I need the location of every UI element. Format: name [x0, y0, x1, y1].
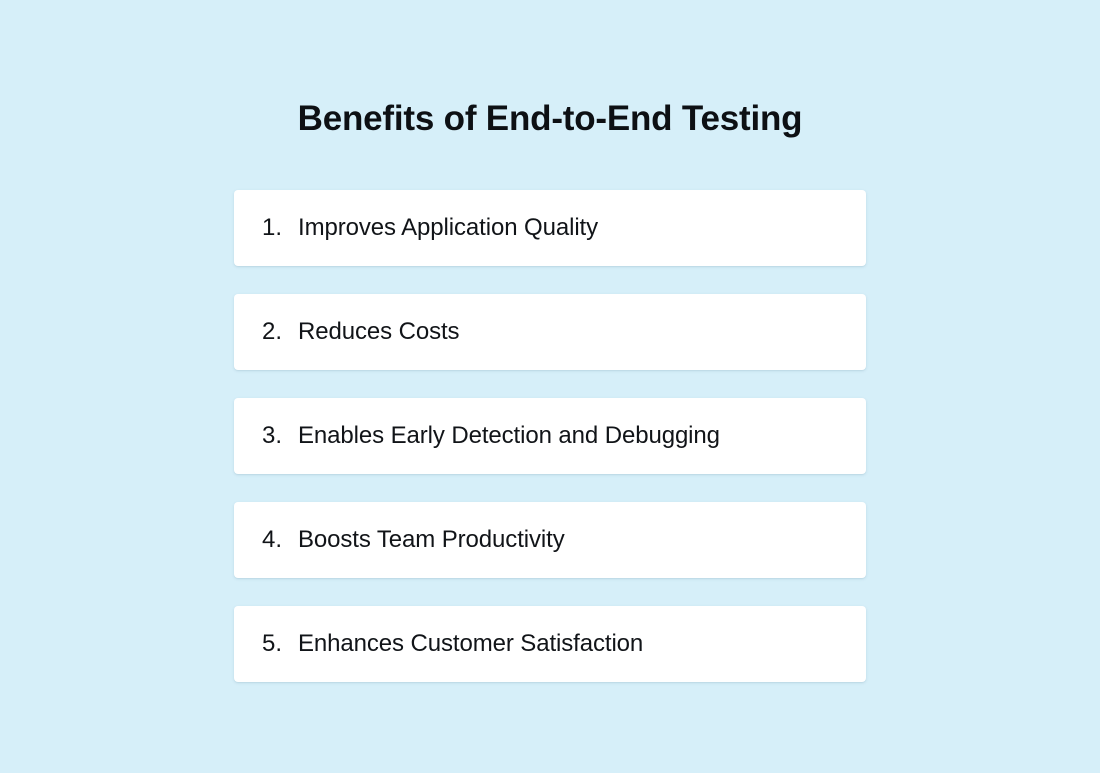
list-item-label: Enhances Customer Satisfaction	[298, 629, 644, 657]
list-item-number: 1.	[262, 214, 283, 241]
list-item-number: 3.	[262, 422, 283, 449]
list-item: 1. Improves Application Quality	[234, 190, 866, 266]
list-item-label: Boosts Team Productivity	[298, 525, 565, 553]
list-item-label: Enables Early Detection and Debugging	[298, 421, 720, 449]
list-item-number: 5.	[262, 630, 283, 657]
list-item: 3. Enables Early Detection and Debugging	[234, 398, 866, 474]
list-item-number: 4.	[262, 526, 283, 553]
list-item: 4. Boosts Team Productivity	[234, 502, 866, 578]
benefits-list: 1. Improves Application Quality 2. Reduc…	[234, 190, 866, 682]
list-item-number: 2.	[262, 318, 283, 345]
list-item: 5. Enhances Customer Satisfaction	[234, 606, 866, 682]
list-item-label: Improves Application Quality	[298, 213, 599, 241]
list-item: 2. Reduces Costs	[234, 294, 866, 370]
list-item-label: Reduces Costs	[298, 317, 460, 345]
page-title: Benefits of End-to-End Testing	[297, 99, 803, 138]
